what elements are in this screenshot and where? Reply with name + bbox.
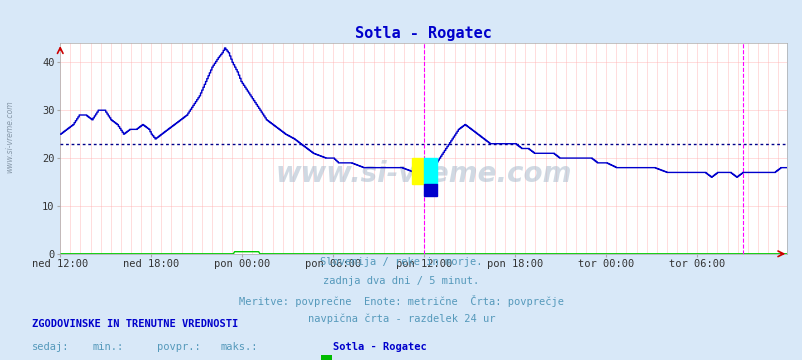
- Text: Sotla - Rogatec: Sotla - Rogatec: [333, 342, 427, 352]
- Title: Sotla - Rogatec: Sotla - Rogatec: [354, 26, 492, 41]
- Text: povpr.:: povpr.:: [156, 342, 200, 352]
- Text: www.si-vreme.com: www.si-vreme.com: [275, 160, 571, 188]
- Bar: [411, 158, 423, 184]
- Text: ZGODOVINSKE IN TRENUTNE VREDNOSTI: ZGODOVINSKE IN TRENUTNE VREDNOSTI: [32, 319, 238, 329]
- Text: maks.:: maks.:: [221, 342, 258, 352]
- Text: www.si-vreme.com: www.si-vreme.com: [5, 100, 14, 173]
- Text: sedaj:: sedaj:: [32, 342, 70, 352]
- Text: Slovenija / reke in morje.: Slovenija / reke in morje.: [320, 257, 482, 267]
- Text: Meritve: povprečne  Enote: metrične  Črta: povprečje: Meritve: povprečne Enote: metrične Črta:…: [239, 295, 563, 307]
- Bar: [423, 158, 436, 184]
- Text: min.:: min.:: [92, 342, 124, 352]
- Text: navpična črta - razdelek 24 ur: navpična črta - razdelek 24 ur: [307, 314, 495, 324]
- Bar: [423, 184, 436, 196]
- Text: zadnja dva dni / 5 minut.: zadnja dva dni / 5 minut.: [323, 276, 479, 286]
